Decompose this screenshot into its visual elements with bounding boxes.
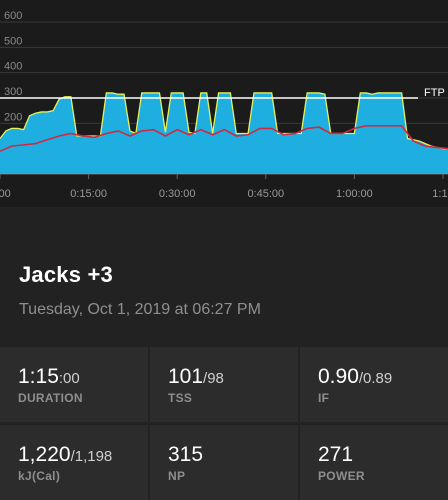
x-tick-label: 1:15 <box>432 188 448 200</box>
metric-power-label: POWER <box>318 469 365 483</box>
metric-np[interactable]: 315 NP <box>150 425 298 500</box>
workout-title: Jacks +3 <box>19 262 113 287</box>
metric-kj[interactable]: 1,220/1,198 kJ(Cal) <box>0 425 148 500</box>
workout-date: Tuesday, Oct 1, 2019 at 06:27 PM <box>19 301 261 318</box>
metric-if-label: IF <box>318 391 330 405</box>
ftp-label: FTP <box>424 87 445 99</box>
y-tick-label: 300 <box>4 86 22 98</box>
metric-if-value: 0.90/0.89 <box>318 365 393 388</box>
metric-if-sub: /0.89 <box>358 370 393 387</box>
metric-kj-value: 1,220/1,198 <box>18 443 113 466</box>
metric-np-label: NP <box>168 469 186 483</box>
metric-duration-sub: :00 <box>58 370 80 387</box>
metric-duration[interactable]: 1:15:00 DURATION <box>0 347 148 422</box>
metric-np-value: 315 <box>168 443 204 466</box>
y-tick-label: 400 <box>4 61 22 73</box>
metric-duration-label: DURATION <box>18 391 83 405</box>
power-chart-svg: 600500400300200100FTP0:000:15:000:30:000… <box>0 10 448 200</box>
metric-tss-label: TSS <box>168 391 193 405</box>
metric-if[interactable]: 0.90/0.89 IF <box>300 347 448 422</box>
metric-duration-value: 1:15:00 <box>18 365 80 388</box>
heart-rate-line <box>0 125 448 152</box>
y-tick-label: 600 <box>4 10 22 22</box>
power-area <box>0 92 448 174</box>
x-tick-label: 0:45:00 <box>247 188 284 200</box>
x-tick-label: 0:00 <box>0 188 11 200</box>
metric-tss-sub: /98 <box>203 370 224 387</box>
y-tick-label: 500 <box>4 35 22 47</box>
metric-kj-label: kJ(Cal) <box>18 469 61 483</box>
x-tick-label: 0:15:00 <box>70 188 107 200</box>
x-tick-label: 1:00:00 <box>336 188 373 200</box>
metric-power-value: 271 <box>318 443 354 466</box>
metric-tss[interactable]: 101/98 TSS <box>150 347 298 422</box>
workout-header <box>0 207 448 345</box>
power-chart[interactable]: 600500400300200100FTP0:000:15:000:30:000… <box>0 0 448 207</box>
x-tick-label: 0:30:00 <box>159 188 196 200</box>
metric-tss-value: 101/98 <box>168 365 224 388</box>
metric-power[interactable]: 271 POWER <box>300 425 448 500</box>
power-outline <box>0 92 448 150</box>
y-tick-label: 200 <box>4 111 22 123</box>
metric-kj-sub: /1,198 <box>70 448 113 465</box>
